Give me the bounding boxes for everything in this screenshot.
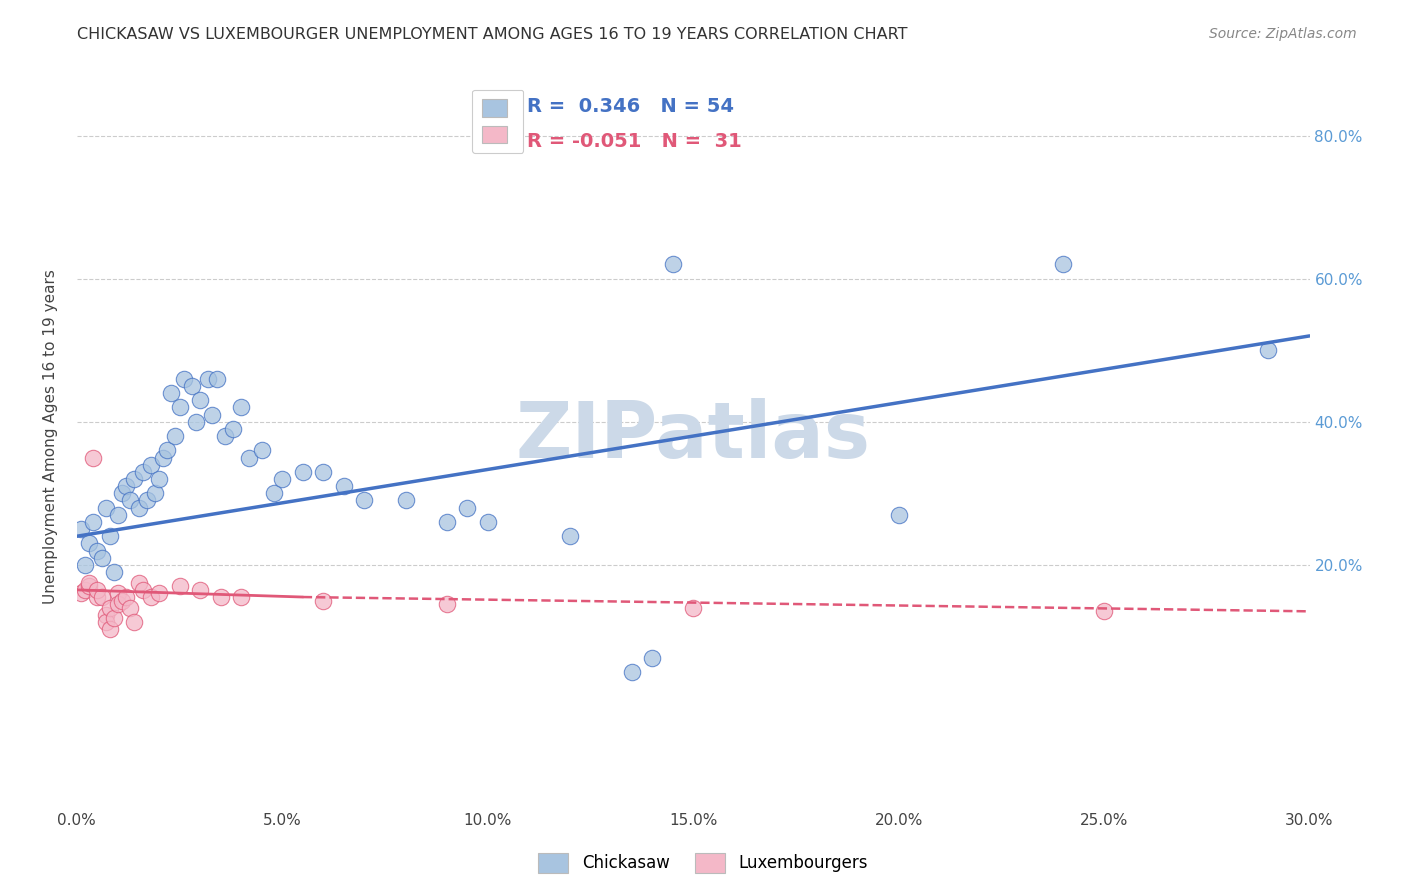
Point — [263, 486, 285, 500]
Point — [250, 443, 273, 458]
Point — [169, 401, 191, 415]
Point — [222, 422, 245, 436]
Point — [77, 575, 100, 590]
Point — [111, 486, 134, 500]
Point — [197, 372, 219, 386]
Point — [238, 450, 260, 465]
Point — [231, 590, 253, 604]
Point — [128, 500, 150, 515]
Text: R =  0.346   N = 54: R = 0.346 N = 54 — [527, 97, 734, 116]
Point — [165, 429, 187, 443]
Text: ZIPatlas: ZIPatlas — [516, 398, 870, 474]
Point — [98, 529, 121, 543]
Point — [641, 650, 664, 665]
Point — [1092, 604, 1115, 618]
Point — [291, 465, 314, 479]
Point — [180, 379, 202, 393]
Legend: Chickasaw, Luxembourgers: Chickasaw, Luxembourgers — [531, 847, 875, 880]
Point — [131, 582, 153, 597]
Point — [184, 415, 207, 429]
Point — [333, 479, 356, 493]
Point — [620, 665, 643, 680]
Point — [682, 600, 704, 615]
Point — [148, 586, 170, 600]
Point — [98, 622, 121, 636]
Point — [124, 472, 146, 486]
Point — [115, 479, 138, 493]
Point — [436, 597, 458, 611]
Text: R = -0.051   N =  31: R = -0.051 N = 31 — [527, 132, 741, 151]
Point — [160, 386, 183, 401]
Point — [82, 515, 104, 529]
Point — [312, 593, 335, 607]
Point — [456, 500, 478, 515]
Point — [148, 472, 170, 486]
Point — [214, 429, 236, 443]
Point — [86, 543, 108, 558]
Point — [90, 590, 112, 604]
Point — [115, 590, 138, 604]
Point — [94, 615, 117, 629]
Point — [436, 515, 458, 529]
Point — [201, 408, 224, 422]
Point — [139, 590, 162, 604]
Point — [107, 508, 129, 522]
Point — [477, 515, 499, 529]
Point — [70, 586, 93, 600]
Point — [661, 257, 683, 271]
Point — [98, 600, 121, 615]
Point — [205, 372, 228, 386]
Point — [107, 597, 129, 611]
Point — [94, 500, 117, 515]
Point — [231, 401, 253, 415]
Point — [94, 607, 117, 622]
Point — [75, 582, 97, 597]
Point — [1052, 257, 1074, 271]
Point — [312, 465, 335, 479]
Point — [82, 450, 104, 465]
Point — [120, 600, 142, 615]
Point — [209, 590, 232, 604]
Legend: , : , — [472, 89, 523, 153]
Point — [124, 615, 146, 629]
Point — [139, 458, 162, 472]
Point — [86, 590, 108, 604]
Point — [75, 558, 97, 572]
Point — [887, 508, 910, 522]
Point — [77, 536, 100, 550]
Point — [70, 522, 93, 536]
Point — [131, 465, 153, 479]
Point — [156, 443, 179, 458]
Point — [271, 472, 294, 486]
Point — [128, 575, 150, 590]
Point — [135, 493, 157, 508]
Point — [120, 493, 142, 508]
Point — [188, 582, 211, 597]
Point — [173, 372, 195, 386]
Point — [107, 586, 129, 600]
Point — [152, 450, 174, 465]
Text: CHICKASAW VS LUXEMBOURGER UNEMPLOYMENT AMONG AGES 16 TO 19 YEARS CORRELATION CHA: CHICKASAW VS LUXEMBOURGER UNEMPLOYMENT A… — [77, 27, 908, 42]
Point — [188, 393, 211, 408]
Point — [90, 550, 112, 565]
Y-axis label: Unemployment Among Ages 16 to 19 years: Unemployment Among Ages 16 to 19 years — [44, 268, 58, 604]
Point — [1257, 343, 1279, 358]
Point — [111, 593, 134, 607]
Text: Source: ZipAtlas.com: Source: ZipAtlas.com — [1209, 27, 1357, 41]
Point — [86, 582, 108, 597]
Point — [103, 565, 125, 579]
Point — [77, 579, 100, 593]
Point — [143, 486, 166, 500]
Point — [169, 579, 191, 593]
Point — [353, 493, 375, 508]
Point — [558, 529, 581, 543]
Point — [103, 611, 125, 625]
Point — [394, 493, 416, 508]
